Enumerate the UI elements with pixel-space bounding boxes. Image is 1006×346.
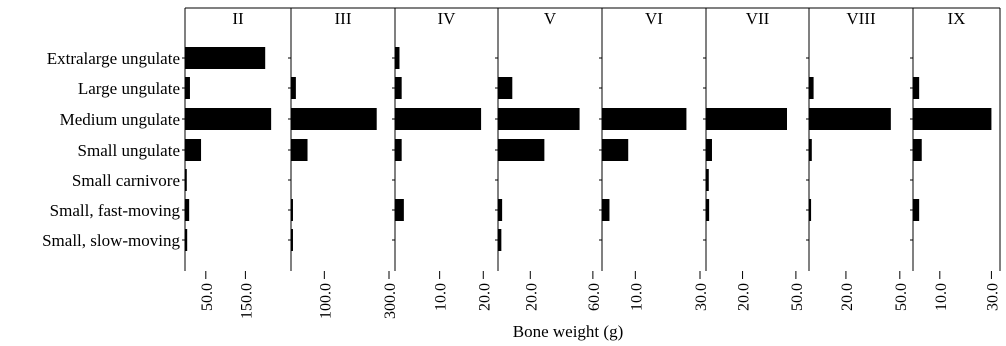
category-label: Small carnivore (72, 171, 180, 190)
x-tick-label: 10.0 (433, 283, 450, 311)
panel-title: IX (948, 9, 966, 28)
category-label: Small, fast-moving (50, 201, 181, 220)
bar (291, 139, 308, 161)
x-axis-label: Bone weight (g) (513, 322, 623, 341)
bar (395, 199, 404, 221)
panel: VIII 20.0 50.0 (806, 8, 910, 311)
bar (395, 108, 482, 130)
panel: IV 10.0 20.0 (392, 8, 493, 311)
panel: V 20.0 60.0 (495, 8, 603, 311)
x-tick-label: 30.0 (693, 283, 710, 311)
bar (602, 199, 610, 221)
bar (913, 108, 992, 130)
bar (602, 108, 687, 130)
chart-panels: II 50.0 150.0 III 100.0 300.0 IV 10.0 20.0 V 20.0 6… (182, 7, 1001, 319)
bar (291, 77, 296, 99)
panel: VII 20.0 50.0 (703, 8, 806, 311)
bar (913, 199, 920, 221)
bar (498, 77, 513, 99)
bar (291, 229, 293, 251)
bar (809, 199, 812, 221)
panel-title: III (335, 9, 352, 28)
x-tick-label: 60.0 (586, 283, 603, 311)
bar (913, 77, 920, 99)
x-tick-label: 50.0 (789, 283, 806, 311)
x-tick-label: 300.0 (382, 283, 399, 319)
panel: VI 10.0 30.0 (599, 8, 710, 311)
panel-title: IV (438, 9, 457, 28)
category-labels: Extralarge ungulate Large ungulate Medium … (42, 49, 180, 250)
bar (395, 47, 400, 69)
x-tick-label: 20.0 (523, 283, 540, 311)
bar (291, 199, 293, 221)
bar (395, 139, 402, 161)
panel: III 100.0 300.0 (288, 8, 399, 319)
bar (706, 199, 710, 221)
bar (809, 139, 812, 161)
panel-title: VIII (846, 9, 876, 28)
panel-title: II (232, 9, 244, 28)
x-tick-label: 20.0 (736, 283, 753, 311)
bar (706, 169, 709, 191)
x-tick-label: 20.0 (839, 283, 856, 311)
bar (809, 108, 891, 130)
bar (185, 108, 272, 130)
bar (498, 199, 503, 221)
bar (185, 229, 188, 251)
bar (706, 108, 787, 130)
x-tick-label: 10.0 (628, 283, 645, 311)
category-label: Small ungulate (78, 141, 180, 160)
bar (913, 139, 922, 161)
x-tick-label: 20.0 (476, 283, 493, 311)
bar (291, 108, 377, 130)
bar (185, 139, 202, 161)
category-label: Extralarge ungulate (47, 49, 180, 68)
bar (498, 139, 545, 161)
bar (602, 139, 629, 161)
bar (395, 77, 402, 99)
bar (498, 108, 580, 130)
x-tick-label: 100.0 (317, 283, 334, 319)
panel: IX 10.0 30.0 (910, 8, 1001, 311)
bar (185, 169, 187, 191)
category-label: Medium ungulate (60, 110, 180, 129)
x-tick-label: 50.0 (893, 283, 910, 311)
x-tick-label: 150.0 (238, 283, 255, 319)
panel-title: V (544, 9, 557, 28)
bar (185, 47, 266, 69)
category-label: Large ungulate (78, 79, 180, 98)
bar (498, 229, 502, 251)
bar (809, 77, 814, 99)
panel-title: VI (645, 9, 663, 28)
x-tick-label: 50.0 (199, 283, 216, 311)
panel-title: VII (746, 9, 770, 28)
category-label: Small, slow-moving (42, 231, 180, 250)
bar (706, 139, 712, 161)
bar (185, 199, 190, 221)
panel: II 50.0 150.0 (182, 8, 272, 319)
x-tick-label: 30.0 (984, 283, 1001, 311)
bar (185, 77, 190, 99)
x-tick-label: 10.0 (933, 283, 950, 311)
